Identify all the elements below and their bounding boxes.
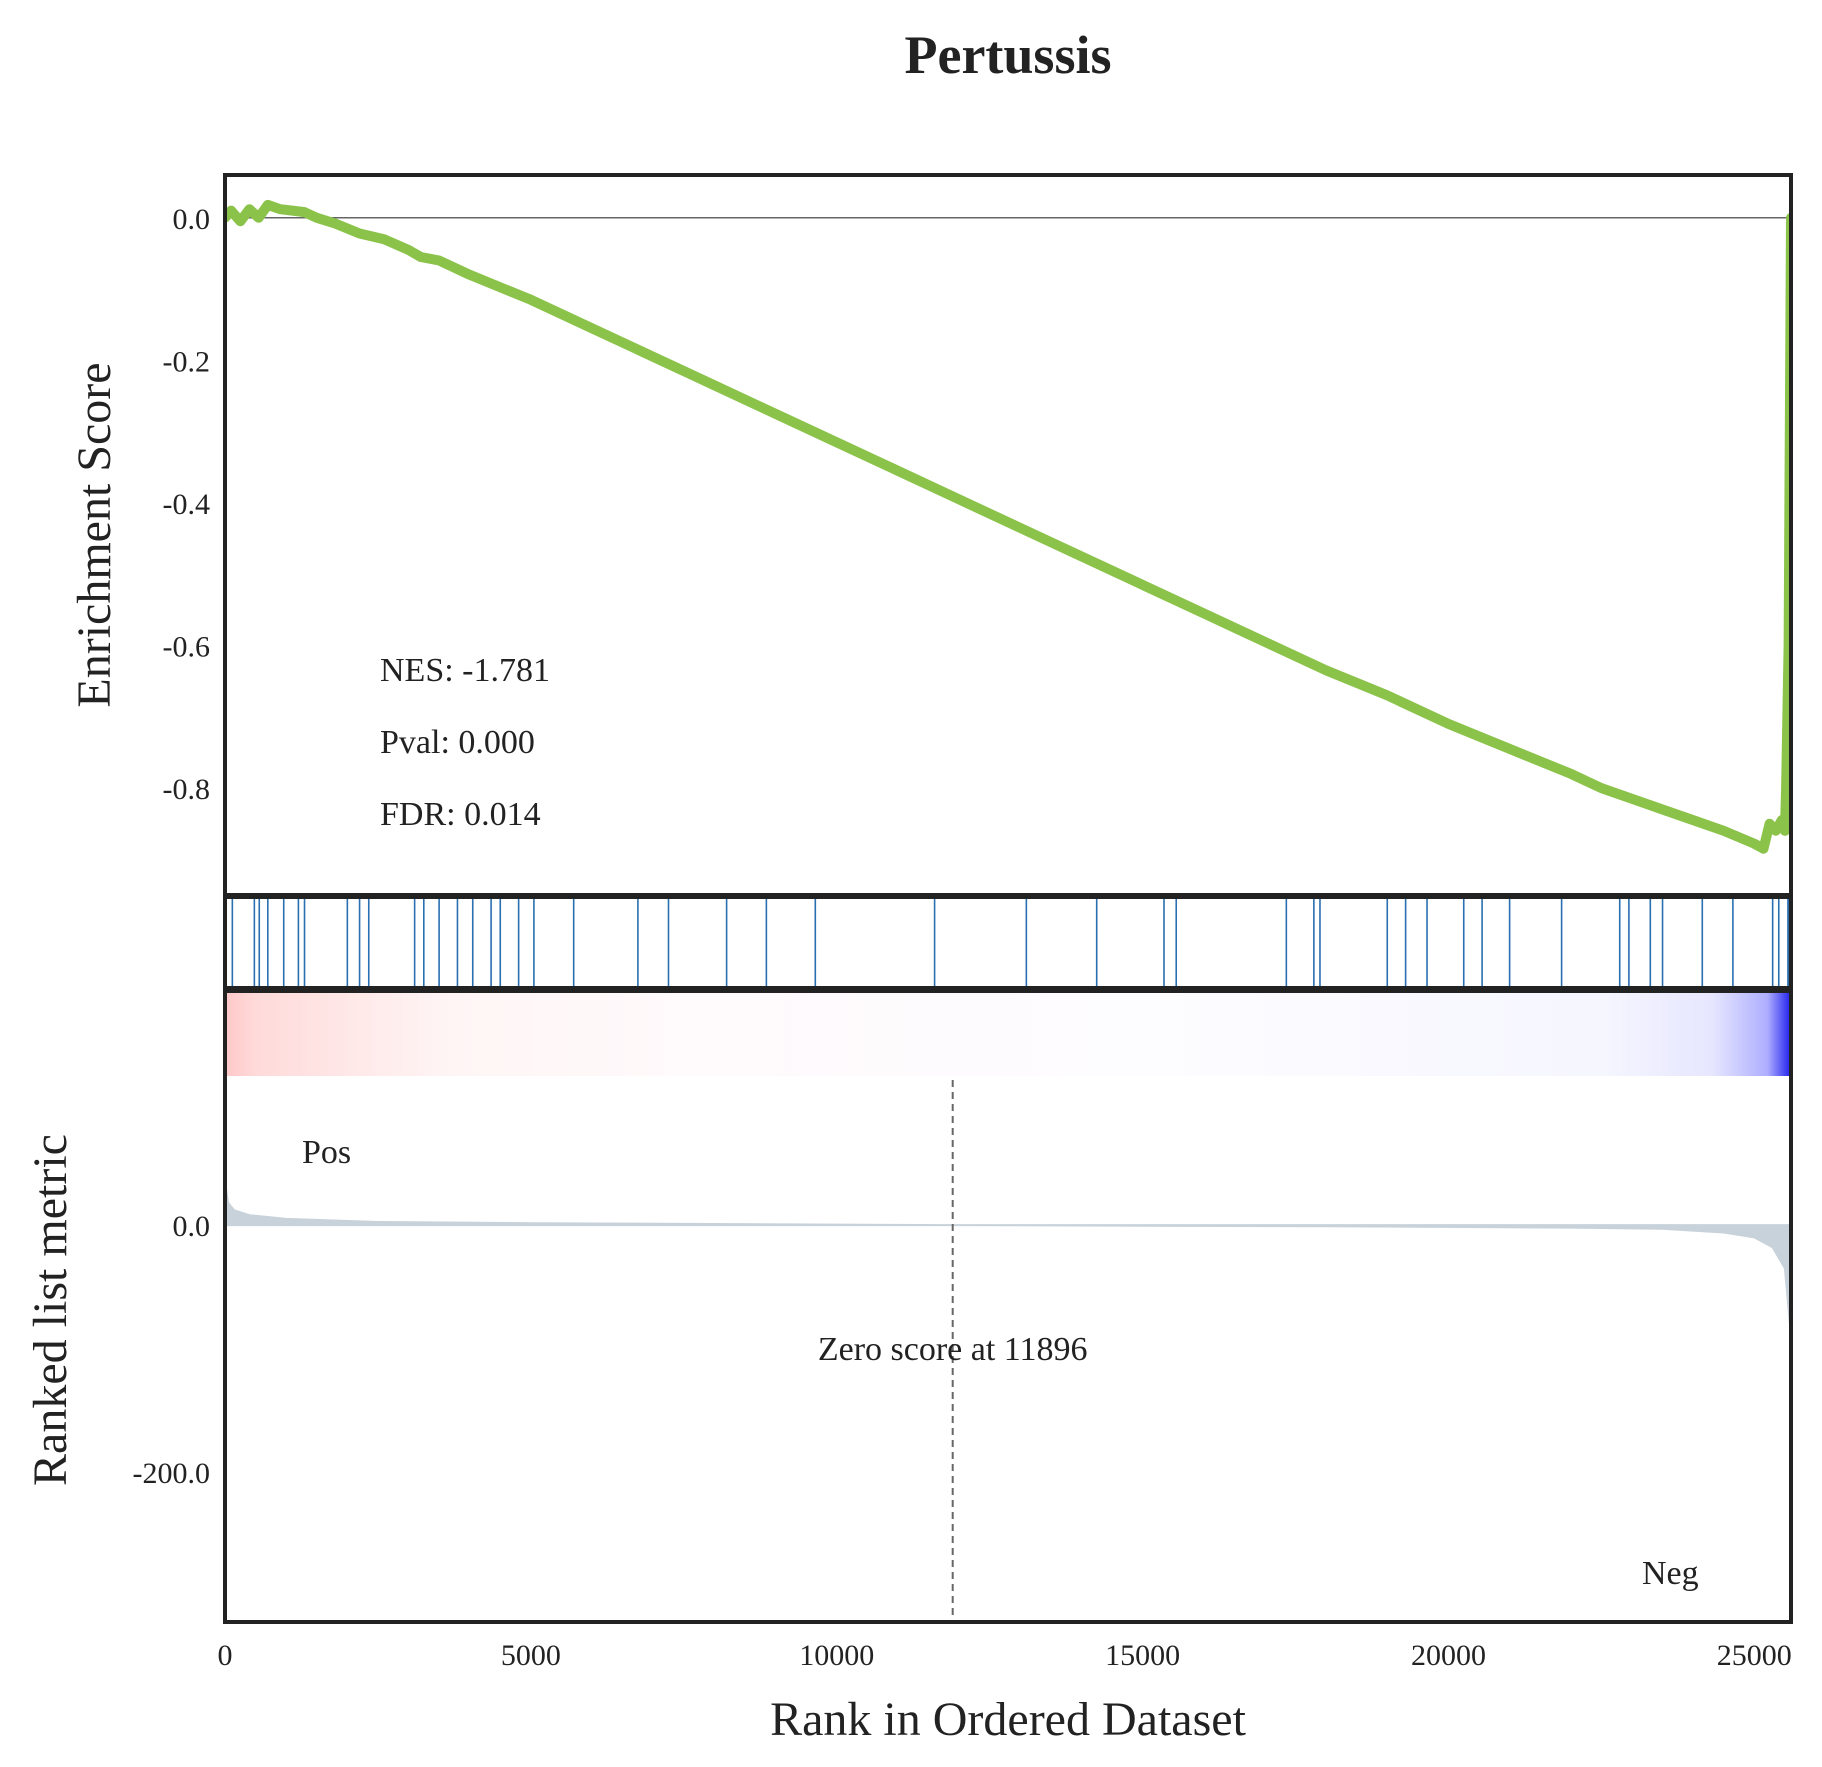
- chart-title: Pertussis: [905, 25, 1112, 85]
- ranked-metric-y-axis-label: Ranked list metric: [24, 1134, 77, 1486]
- stat-nes: NES: -1.781: [380, 652, 550, 689]
- heat-band-gradient: [225, 990, 1791, 1076]
- x-tick-label: 20000: [1411, 1639, 1486, 1672]
- enrichment-score-panel: 0.0 -0.2 -0.4 -0.6 -0.8 NES: -1.781 Pval: 0.…: [68, 173, 1793, 897]
- enrichment-y-tick-label: 0.0: [173, 203, 211, 236]
- enrichment-y-tick-label: -0.4: [163, 488, 211, 521]
- enrichment-score-line: [225, 199, 1791, 854]
- zero-score-label: Zero score at 11896: [818, 1331, 1088, 1368]
- ranked-metric-panel: Zero score at 11896 Pos Neg 0.0 -200.0 Ra…: [24, 1077, 1793, 1624]
- enrichment-y-axis-label: Enrichment Score: [68, 362, 121, 707]
- neg-label: Neg: [1642, 1555, 1699, 1592]
- hits-panel-frame: [223, 895, 1793, 990]
- stat-fdr: FDR: 0.014: [380, 796, 541, 833]
- x-tick-label: 5000: [501, 1639, 561, 1672]
- x-tick-label: 25000: [1717, 1639, 1792, 1672]
- x-tick-label: 10000: [799, 1639, 874, 1672]
- x-axis-label: Rank in Ordered Dataset: [770, 1693, 1246, 1746]
- ranked-metric-area: [225, 1181, 1791, 1337]
- enrichment-y-tick-label: -0.8: [163, 773, 211, 806]
- pos-label: Pos: [302, 1134, 351, 1171]
- enrichment-panel-frame: [223, 173, 1793, 897]
- ranking-heat-band: [223, 986, 1793, 1077]
- enrichment-y-tick-label: -0.2: [163, 345, 211, 378]
- enrichment-y-tick-label: -0.6: [163, 630, 211, 663]
- x-tick-label: 15000: [1105, 1639, 1180, 1672]
- x-tick-label: 0: [218, 1639, 233, 1672]
- heat-band-frame: [223, 986, 1793, 993]
- ranked-metric-y-tick-label: 0.0: [173, 1210, 211, 1243]
- ranked-metric-y-tick-label: -200.0: [133, 1457, 211, 1490]
- stat-pval: Pval: 0.000: [380, 724, 535, 761]
- gene-hits-panel: [223, 895, 1793, 990]
